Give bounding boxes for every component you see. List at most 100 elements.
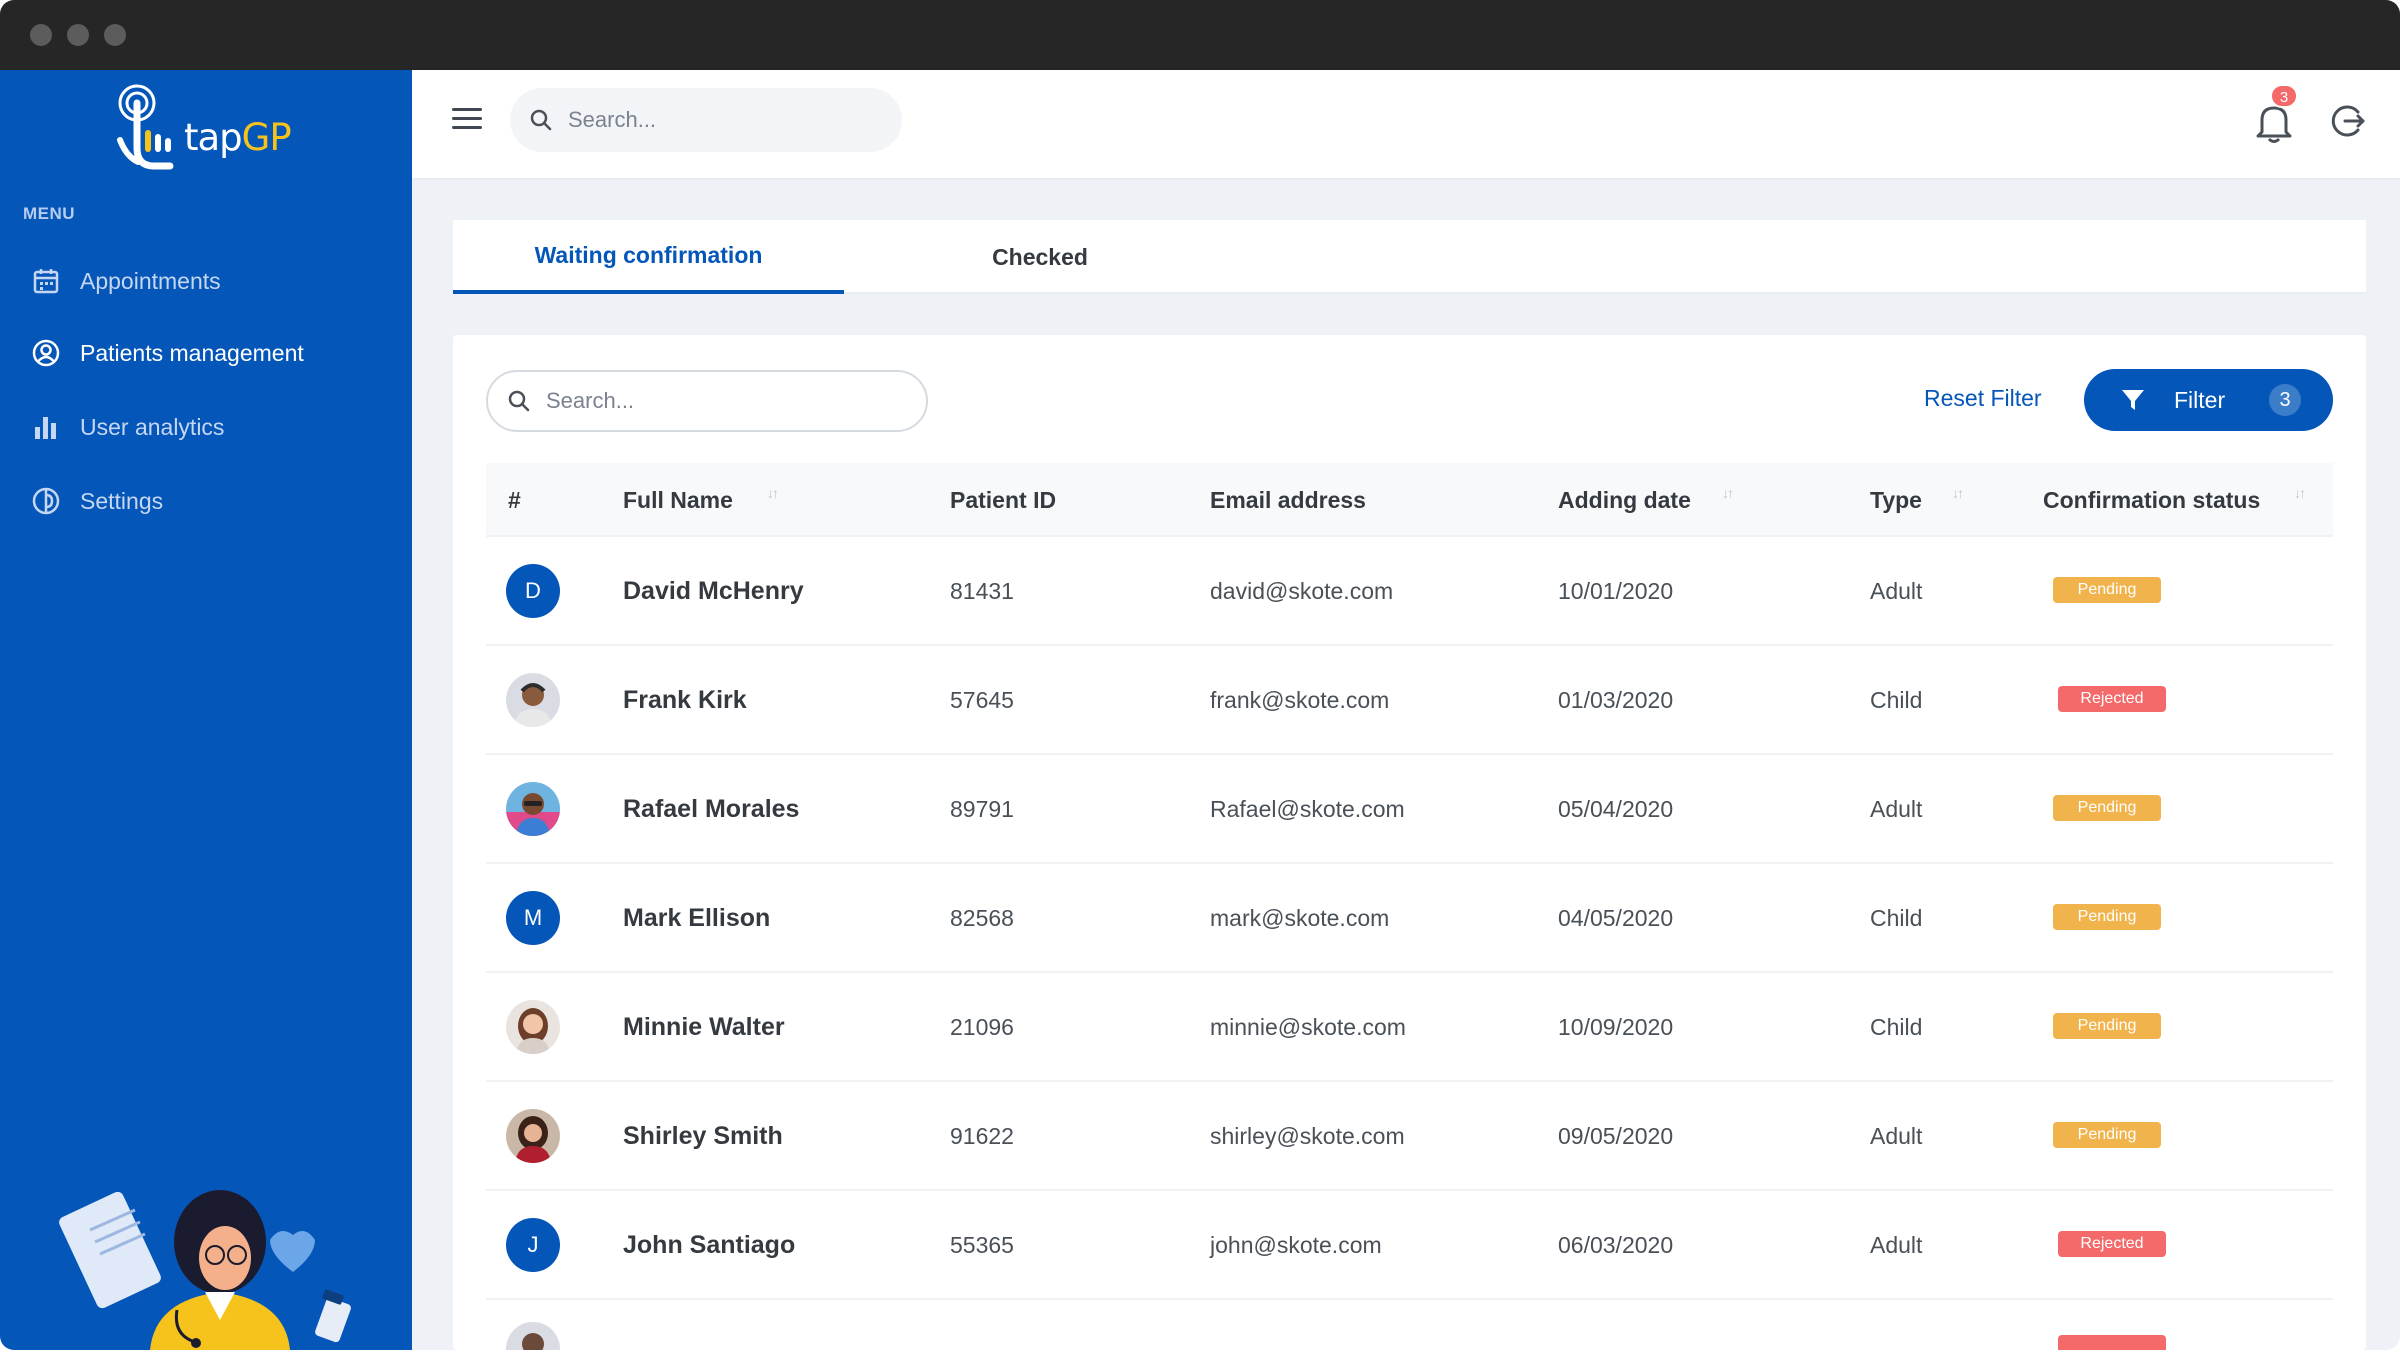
patient-email: david@skote.com (1210, 578, 1394, 604)
filter-button[interactable]: Filter 3 (2084, 369, 2333, 431)
sidebar-item-label: User analytics (80, 413, 225, 440)
patient-name[interactable]: John Santiago (623, 1231, 796, 1259)
notification-bell-icon[interactable] (2254, 100, 2294, 144)
table-row[interactable]: Shirley Smith 91622 shirley@skote.com 09… (486, 1082, 2333, 1191)
patient-email: shirley@skote.com (1210, 1123, 1405, 1149)
status-badge: Pending (2053, 1122, 2161, 1148)
filter-button-label: Filter (2174, 386, 2226, 413)
sort-icon[interactable]: ↓↑ (1722, 485, 1734, 501)
patient-name[interactable]: Frank Kirk (623, 686, 747, 714)
patients-table-card: Reset Filter Filter 3 # Full Name ↓↑ Pat… (453, 335, 2366, 1350)
search-icon (508, 390, 530, 412)
column-header-index: # (508, 486, 521, 513)
column-header-patient-id: Patient ID (950, 486, 1057, 513)
adding-date: 10/01/2020 (1558, 578, 1674, 604)
patient-type: Adult (1870, 1232, 1923, 1258)
adding-date: 09/05/2020 (1558, 1123, 1674, 1149)
patient-name[interactable]: Mark Ellison (623, 904, 771, 932)
column-header-full-name[interactable]: Full Name (623, 486, 733, 513)
avatar (506, 1000, 560, 1054)
table-row[interactable]: J John Santiago 55365 john@skote.com 06/… (486, 1191, 2333, 1300)
sidebar-item-appointments[interactable]: Appointments (30, 256, 400, 306)
table-row[interactable]: M Mark Ellison 82568 mark@skote.com 04/0… (486, 864, 2333, 973)
status-badge: Pending (2053, 904, 2161, 930)
patient-name[interactable]: Minnie Walter (623, 1013, 785, 1041)
table-search-input[interactable] (546, 388, 906, 414)
patient-id: 89791 (950, 796, 1014, 822)
adding-date: 05/04/2020 (1558, 796, 1674, 822)
column-header-confirmation-status[interactable]: Confirmation status (2043, 486, 2261, 513)
tab-waiting-confirmation[interactable]: Waiting confirmation (453, 220, 844, 294)
table-row[interactable]: Minnie Walter 21096 minnie@skote.com 10/… (486, 973, 2333, 1082)
global-search[interactable] (510, 88, 902, 152)
column-header-adding-date[interactable]: Adding date (1558, 486, 1691, 513)
notification-count-badge: 3 (2270, 84, 2298, 108)
column-header-type[interactable]: Type (1870, 486, 1922, 513)
sort-icon[interactable]: ↓↑ (1952, 485, 1964, 501)
avatar: J (506, 1218, 560, 1272)
filter-count-badge: 3 (2269, 384, 2301, 416)
sidebar-item-label: Patients management (80, 339, 304, 366)
sidebar: tapGP MENU Appointments Patients managem… (0, 70, 412, 1350)
patient-id: 82568 (950, 905, 1014, 931)
window-minimize-dot[interactable] (67, 24, 89, 46)
app-logo[interactable]: tapGP (112, 78, 332, 178)
adding-date: 10/09/2020 (1558, 1014, 1674, 1040)
table-row[interactable]: Frank Kirk 57645 frank@skote.com 01/03/2… (486, 646, 2333, 755)
sort-icon[interactable]: ↓↑ (767, 485, 779, 501)
calendar-icon (30, 265, 62, 297)
avatar (506, 1109, 560, 1163)
patient-email: john@skote.com (1210, 1232, 1382, 1258)
status-badge: Pending (2053, 577, 2161, 603)
avatar (506, 1322, 560, 1350)
filter-icon (2122, 390, 2144, 410)
table-row[interactable]: Rafael Morales 89791 Rafael@skote.com 05… (486, 755, 2333, 864)
patient-id: 91622 (950, 1123, 1014, 1149)
column-header-email: Email address (1210, 486, 1366, 513)
patient-type: Adult (1870, 796, 1923, 822)
table-row-partial[interactable] (486, 1300, 2333, 1350)
status-badge: Pending (2053, 1013, 2161, 1039)
logout-icon[interactable] (2328, 102, 2366, 140)
table-row[interactable]: D David McHenry 81431 david@skote.com 10… (486, 537, 2333, 646)
reset-filter-link[interactable]: Reset Filter (1924, 385, 2042, 411)
global-search-input[interactable] (568, 107, 868, 133)
sort-icon[interactable]: ↓↑ (2294, 485, 2306, 501)
window-titlebar (0, 0, 2400, 70)
patient-id: 21096 (950, 1014, 1014, 1040)
tab-checked[interactable]: Checked (992, 243, 1088, 270)
status-badge: Rejected (2058, 1231, 2166, 1257)
patient-name[interactable]: Shirley Smith (623, 1122, 783, 1150)
patient-email: minnie@skote.com (1210, 1014, 1406, 1040)
patient-id: 57645 (950, 687, 1014, 713)
tab-bar: Waiting confirmation Checked (453, 220, 2366, 294)
window-maximize-dot[interactable] (104, 24, 126, 46)
patient-email: mark@skote.com (1210, 905, 1390, 931)
patient-type: Adult (1870, 1123, 1923, 1149)
status-badge: Pending (2053, 795, 2161, 821)
search-icon (530, 109, 552, 131)
sidebar-item-patients-management[interactable]: Patients management (30, 328, 400, 378)
patient-name[interactable]: David McHenry (623, 577, 804, 605)
table-search[interactable] (486, 370, 928, 432)
patient-email: frank@skote.com (1210, 687, 1390, 713)
menu-toggle-icon[interactable] (452, 108, 482, 132)
sidebar-item-user-analytics[interactable]: User analytics (30, 402, 400, 452)
sidebar-item-label: Settings (80, 487, 164, 514)
status-badge (2058, 1335, 2166, 1350)
menu-section-label: MENU (23, 204, 76, 223)
sidebar-item-settings[interactable]: Settings (30, 476, 400, 526)
window-close-dot[interactable] (30, 24, 52, 46)
avatar (506, 673, 560, 727)
sidebar-item-label: Appointments (80, 267, 221, 294)
patient-id: 55365 (950, 1232, 1014, 1258)
status-badge: Rejected (2058, 686, 2166, 712)
avatar: M (506, 891, 560, 945)
patient-name[interactable]: Rafael Morales (623, 795, 800, 823)
patient-type: Child (1870, 1014, 1923, 1040)
adding-date: 06/03/2020 (1558, 1232, 1674, 1258)
patient-type: Adult (1870, 578, 1923, 604)
logo-wordmark: tapGP (184, 116, 292, 159)
patient-type: Child (1870, 905, 1923, 931)
